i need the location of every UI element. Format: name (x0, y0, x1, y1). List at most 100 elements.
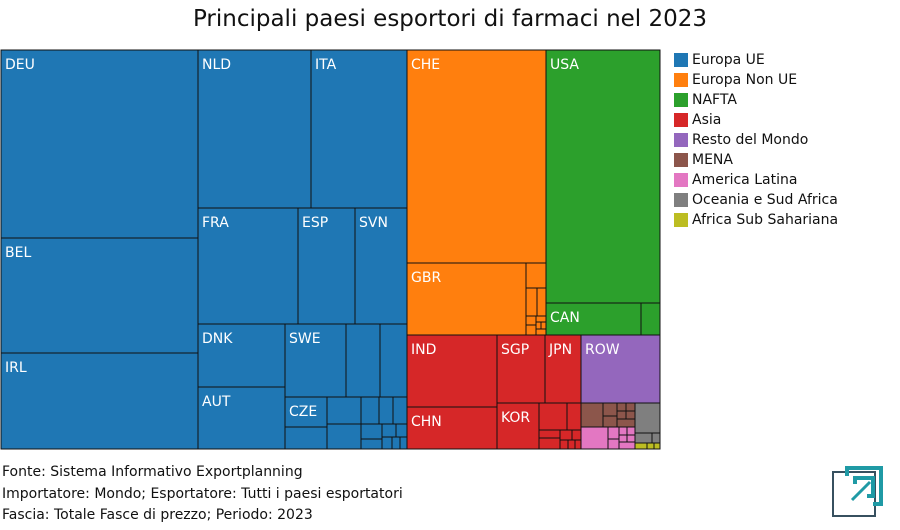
treemap-cell-europa-ue (284, 426, 328, 450)
treemap-cell-africa-sub-sahariana (634, 442, 648, 450)
treemap-label-fra: FRA (202, 215, 229, 231)
legend-swatch (674, 153, 688, 167)
treemap-cell-ind (406, 334, 498, 408)
treemap-cell-row (580, 334, 661, 404)
treemap-cell-europa-non-ue (525, 287, 538, 317)
treemap-cell-europa-ue (381, 436, 393, 450)
treemap-cell-sgp (496, 334, 546, 404)
chart-title: Principali paesi esportori di farmaci ne… (192, 6, 708, 32)
legend-label: Europa UE (692, 52, 765, 68)
treemap-cell-asia (566, 402, 582, 431)
treemap-cell-america-latina (580, 426, 609, 450)
treemap-cell-nafta (640, 302, 661, 336)
treemap-cell-europa-ue (326, 396, 362, 425)
treemap-cell-deu (0, 49, 199, 239)
treemap-label-irl: IRL (5, 360, 27, 376)
treemap-cell-america-latina (618, 441, 636, 450)
treemap-cell-kor (496, 402, 540, 450)
treemap-cell-ita (310, 49, 408, 209)
treemap-cell-asia (538, 402, 568, 431)
treemap-cell-europa-non-ue (525, 315, 537, 326)
treemap-cell-irl (0, 352, 199, 450)
treemap-cell-mena (625, 402, 636, 412)
legend-swatch (674, 73, 688, 87)
treemap-cell-esp (297, 207, 356, 325)
treemap-cell-europa-ue (399, 436, 408, 450)
treemap-cell-america-latina (626, 426, 636, 436)
treemap-cell-europa-non-ue (535, 328, 547, 336)
treemap-cell-europa-ue (326, 423, 362, 450)
footer-range: Fascia: Totale Fasce di prezzo; Periodo:… (2, 507, 313, 523)
treemap-cell-america-latina (607, 438, 620, 450)
treemap-cell-america-latina (626, 434, 636, 443)
treemap-label-ind: IND (411, 342, 436, 358)
treemap-cell-mena (616, 410, 627, 420)
treemap-cell-europa-ue (360, 438, 383, 450)
treemap-cell-europa-ue (381, 423, 397, 438)
treemap-label-swe: SWE (289, 331, 321, 347)
treemap-cell-africa-sub-sahariana (646, 442, 655, 450)
treemap-cell-europa-non-ue (525, 324, 537, 336)
treemap-cell-mena (580, 402, 604, 428)
legend-label: Oceania e Sud Africa (692, 192, 838, 208)
treemap-cell-europa-ue (391, 436, 401, 450)
treemap-cell-europa-ue (395, 423, 408, 438)
treemap-cell-gbr (406, 262, 527, 336)
treemap-cell-america-latina (618, 434, 628, 443)
treemap-cell-europa-ue (379, 323, 408, 398)
treemap-label-gbr: GBR (411, 270, 441, 286)
treemap-label-cze: CZE (289, 404, 317, 420)
treemap-cell-asia (559, 429, 573, 441)
treemap-label-usa: USA (550, 57, 579, 73)
legend-swatch (674, 193, 688, 207)
legend-item: Resto del Mondo (674, 131, 808, 149)
treemap-cell-mena (616, 418, 636, 428)
legend-label: Europa Non UE (692, 72, 798, 88)
treemap-chart: DEU BEL IRL NLD ITA FRA ESP SVN DNK AUT SWE CZE CHE G… (0, 49, 661, 450)
legend-item: Europa UE (674, 51, 765, 69)
treemap-cell-europa-ue (392, 396, 408, 425)
legend-swatch (674, 173, 688, 187)
treemap-cell-che (406, 49, 547, 264)
treemap-label-dnk: DNK (202, 331, 233, 347)
legend-swatch (674, 213, 688, 227)
legend-label: MENA (692, 152, 733, 168)
legend-swatch (674, 113, 688, 127)
treemap-label-che: CHE (411, 57, 440, 73)
legend-label: NAFTA (692, 92, 737, 108)
legend-item: Asia (674, 111, 721, 129)
treemap-cell-america-latina (618, 426, 628, 436)
treemap-label-sgp: SGP (501, 342, 529, 358)
treemap-cell-europa-ue (345, 323, 381, 398)
treemap-cell-svn (354, 207, 408, 325)
treemap-label-esp: ESP (302, 215, 328, 231)
legend-item: Oceania e Sud Africa (674, 191, 838, 209)
treemap-cell-asia (538, 429, 561, 439)
legend-item: Africa Sub Sahariana (674, 211, 838, 229)
treemap-cell-africa-sub-sahariana (653, 442, 661, 450)
treemap-cell-aut (197, 386, 286, 450)
treemap-label-chn: CHN (411, 414, 442, 430)
treemap-label-jpn: JPN (548, 342, 572, 358)
treemap-cell-chn (406, 406, 498, 450)
treemap-cell-america-latina (607, 426, 620, 440)
treemap-label-aut: AUT (202, 394, 231, 410)
footer-importer: Importatore: Mondo; Esportatore: Tutti i… (2, 486, 403, 502)
legend-swatch (674, 93, 688, 107)
treemap-label-can: CAN (550, 310, 580, 326)
treemap-label-kor: KOR (501, 410, 530, 426)
legend-item: Europa Non UE (674, 71, 797, 89)
treemap-cell-oceania-e-sud-africa (634, 402, 661, 434)
legend-item: MENA (674, 151, 733, 169)
brand-logo-icon (832, 466, 883, 517)
treemap-cell-mena (602, 402, 618, 417)
legend-label: Asia (692, 112, 722, 128)
legend-swatch (674, 53, 688, 67)
legend-label: Resto del Mondo (692, 132, 809, 148)
treemap-cell-oceania-e-sud-africa (634, 432, 653, 444)
treemap-cell-europa-non-ue (535, 315, 547, 323)
treemap-cell-asia (567, 439, 576, 450)
legend-item: NAFTA (674, 91, 737, 109)
treemap-label-deu: DEU (5, 57, 35, 73)
treemap-cell-europa-ue (378, 396, 394, 425)
